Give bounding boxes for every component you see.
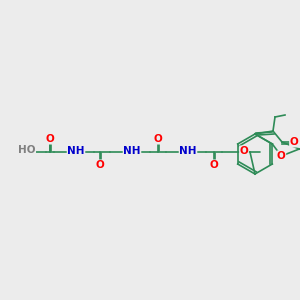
Text: O: O xyxy=(277,151,286,161)
Text: NH: NH xyxy=(123,146,141,156)
Text: O: O xyxy=(46,134,54,144)
Text: O: O xyxy=(96,160,104,170)
Text: NH: NH xyxy=(179,146,197,156)
Text: O: O xyxy=(210,160,218,170)
Text: NH: NH xyxy=(67,146,85,156)
Text: HO: HO xyxy=(18,145,35,155)
Text: O: O xyxy=(240,146,248,156)
Text: O: O xyxy=(154,134,162,144)
Text: O: O xyxy=(290,137,298,147)
